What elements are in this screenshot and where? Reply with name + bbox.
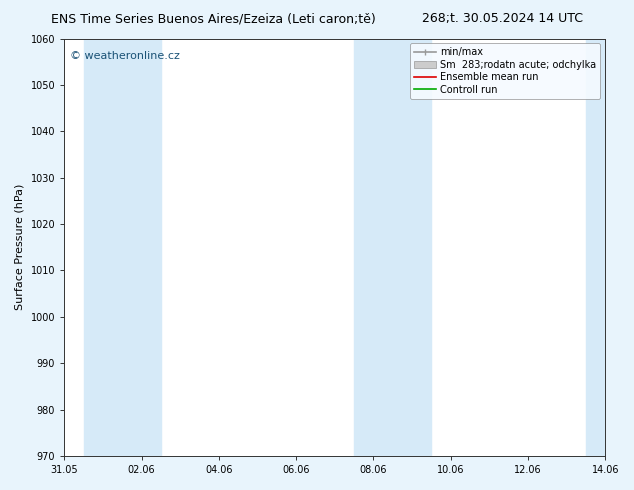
Text: © weatheronline.cz: © weatheronline.cz — [70, 51, 179, 61]
Bar — [586, 39, 605, 456]
Legend: min/max, Sm  283;rodatn acute; odchylka, Ensemble mean run, Controll run: min/max, Sm 283;rodatn acute; odchylka, … — [410, 44, 600, 98]
Bar — [84, 39, 161, 456]
Y-axis label: Surface Pressure (hPa): Surface Pressure (hPa) — [15, 184, 25, 311]
Text: 268;t. 30.05.2024 14 UTC: 268;t. 30.05.2024 14 UTC — [422, 12, 583, 25]
Bar — [354, 39, 431, 456]
Text: ENS Time Series Buenos Aires/Ezeiza (Leti caron;tě): ENS Time Series Buenos Aires/Ezeiza (Let… — [51, 12, 375, 25]
